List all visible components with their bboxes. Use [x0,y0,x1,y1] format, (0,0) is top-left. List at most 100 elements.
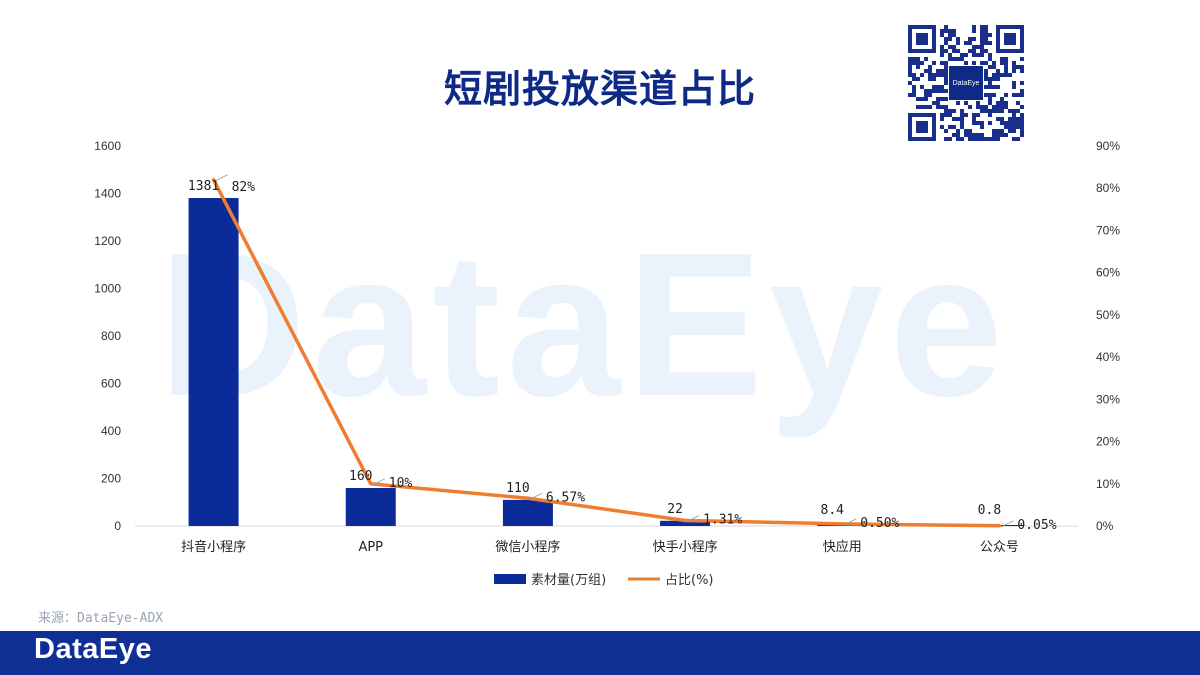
qr-module [972,45,976,49]
category-label: 微信小程序 [495,540,560,555]
qr-module [1020,117,1024,121]
qr-module [1016,137,1020,141]
footer-logo: DataEye [34,633,152,665]
qr-module [992,73,996,77]
qr-module [980,45,984,49]
qr-module [972,25,976,29]
qr-module [960,117,964,121]
qr-module [972,61,976,65]
qr-module [952,133,956,137]
qr-module [1004,121,1008,125]
qr-module [1012,93,1016,97]
leader-line [844,518,857,526]
category-label: APP [358,540,383,555]
qr-module [1004,133,1008,137]
qr-module [996,101,1000,105]
qr-module [928,69,932,73]
qr-module [948,137,952,141]
qr-module [1004,105,1008,109]
qr-module [928,93,932,97]
left-axis-tick-label: 0 [114,519,121,533]
qr-module [988,53,992,57]
leader-line [529,492,543,500]
qr-module [1000,121,1004,125]
qr-module [960,109,964,113]
qr-module [980,49,984,53]
qr-module [984,33,988,37]
category-label: 快手小程序 [653,540,718,555]
qr-module [920,85,924,89]
qr-module [992,137,996,141]
qr-module [984,61,988,65]
qr-module [972,49,976,53]
qr-module [944,113,948,117]
qr-module [972,37,976,41]
qr-module [1020,57,1024,61]
qr-module [972,133,976,137]
qr-module [944,73,948,77]
qr-module [908,69,912,73]
qr-module [1020,81,1024,85]
qr-module [960,137,964,141]
qr-module [952,45,956,49]
qr-module [1012,117,1016,121]
qr-module [932,61,936,65]
qr-module [976,113,980,117]
qr-module [1000,105,1004,109]
line-data-label: 0.50% [860,516,899,531]
qr-module [992,65,996,69]
qr-module [952,109,956,113]
qr-module [908,93,912,97]
qr-module [1012,121,1016,125]
qr-module [944,65,948,69]
qr-module [1012,109,1016,113]
qr-module [940,33,944,37]
qr-module [992,61,996,65]
qr-module [1008,125,1012,129]
qr-module [908,65,912,69]
qr-module [944,37,948,41]
right-axis-tick-label: 60% [1096,266,1120,280]
qr-module [944,81,948,85]
qr-module [928,77,932,81]
qr-module [992,85,996,89]
bar [660,520,711,526]
qr-module [976,121,980,125]
left-axis-tick-label: 1600 [94,139,121,153]
qr-module [980,109,984,113]
qr-module [1004,73,1008,77]
qr-module [940,69,944,73]
qr-module [964,133,968,137]
leader-line [686,515,700,522]
qr-module [1000,61,1004,65]
bar-data-label: 22 [667,502,683,517]
qr-module [1004,65,1008,69]
qr-module [924,89,928,93]
qr-module [1000,109,1004,113]
qr-module [944,129,948,133]
qr-module [908,61,912,65]
qr-module [940,89,944,93]
qr-module [1012,85,1016,89]
qr-module [960,125,964,129]
legend-bar-label: 素材量(万组) [531,573,606,588]
qr-module [944,49,948,53]
qr-module [940,29,944,33]
qr-module [968,137,972,141]
qr-module [976,53,980,57]
qr-module [980,125,984,129]
qr-module [996,133,1000,137]
qr-module [952,125,956,129]
qr-module [956,137,960,141]
qr-module [908,81,912,85]
qr-module [1012,81,1016,85]
qr-module [956,49,960,53]
qr-module [908,57,912,61]
qr-module [972,29,976,33]
qr-module [912,61,916,65]
qr-module [1020,105,1024,109]
qr-module [996,105,1000,109]
chart-title: 短剧投放渠道占比 [443,67,756,111]
right-axis-tick-label: 0% [1096,519,1114,533]
qr-module [956,129,960,133]
